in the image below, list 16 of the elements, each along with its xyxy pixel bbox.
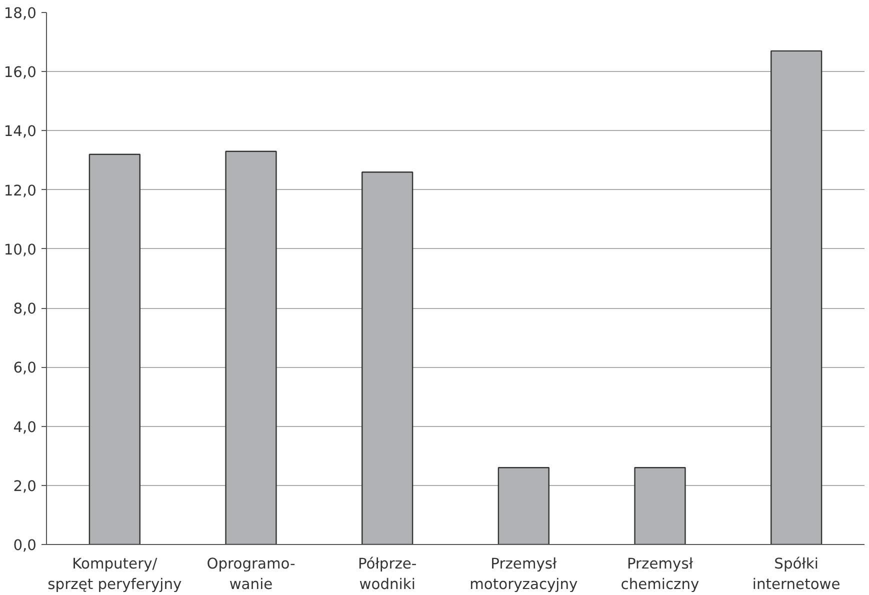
- y-tick-label: 6,0: [13, 360, 37, 377]
- y-tick-label: 0,0: [13, 537, 37, 554]
- y-tick-label: 16,0: [4, 64, 37, 82]
- x-tick-label: Przemysł chemiczny: [620, 556, 700, 593]
- x-tick-label: Półprze- wodniki: [358, 556, 417, 593]
- y-tick-label: 12,0: [4, 182, 37, 200]
- y-tick-label: 4,0: [13, 418, 37, 436]
- y-tick-label: 10,0: [4, 241, 37, 258]
- x-tick-label: Oprogramo- wanie: [206, 556, 296, 593]
- x-tick-label: Przemysł motoryzacyjny: [470, 556, 578, 593]
- x-tick-label: Komputery/ sprzęt peryferyjny: [48, 556, 182, 593]
- y-tick-label: 8,0: [13, 300, 37, 318]
- y-tick-label: 14,0: [4, 123, 37, 140]
- y-tick-label: 2,0: [13, 478, 37, 495]
- y-tick-label: 18,0: [4, 5, 37, 22]
- x-tick-label: Spółki internetowe: [752, 556, 840, 593]
